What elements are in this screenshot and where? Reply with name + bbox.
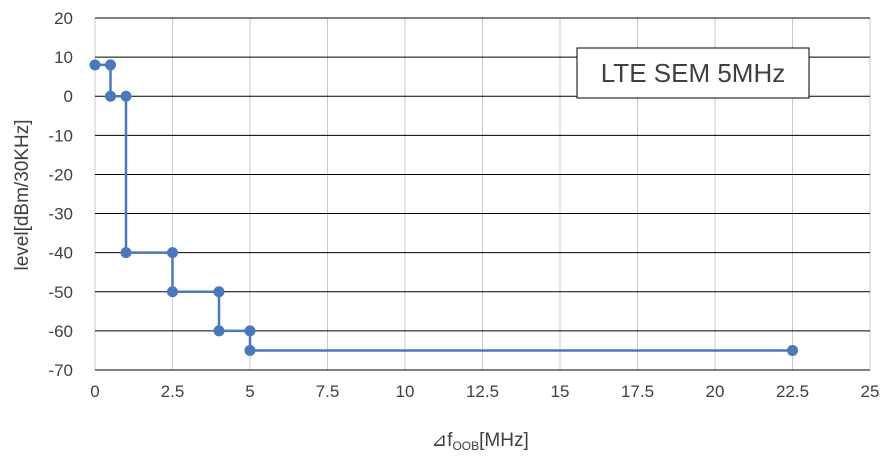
data-point xyxy=(244,325,256,337)
y-tick-label: -40 xyxy=(48,244,73,263)
y-tick-label: 10 xyxy=(54,48,73,67)
x-tick-label: 10 xyxy=(396,382,415,401)
data-point xyxy=(105,90,116,102)
tick-labels: 0 2.5 5 7.5 10 12.5 15 17.5 20 22.5 25 20 10 0 -10 -20 -… xyxy=(48,9,879,401)
y-tick-label: -70 xyxy=(48,361,73,380)
series-layer xyxy=(89,59,798,356)
data-point xyxy=(167,247,178,259)
y-axis-label: level[dBm/30KHz] xyxy=(12,119,33,270)
y-tick-label: -20 xyxy=(48,165,73,184)
data-point xyxy=(120,247,132,259)
y-tick-label: -50 xyxy=(48,283,73,302)
data-point xyxy=(89,59,101,71)
x-tick-label: 25 xyxy=(861,382,880,401)
legend: LTE SEM 5MHz xyxy=(576,47,810,99)
legend-frame xyxy=(576,47,810,99)
x-tick-label: 15 xyxy=(551,382,570,401)
data-point xyxy=(787,344,798,356)
data-point xyxy=(213,286,225,298)
data-point xyxy=(120,90,132,102)
y-tick-label: 20 xyxy=(54,9,73,28)
x-tick-label: 12.5 xyxy=(466,382,499,401)
x-tick-label: 22.5 xyxy=(776,382,809,401)
y-tick-label: -60 xyxy=(48,322,73,341)
x-axis-label-main: ⊿f xyxy=(431,430,453,451)
y-tick-label: 0 xyxy=(64,87,73,106)
x-axis-label-subscript: OOB xyxy=(452,439,479,453)
x-tick-label: 2.5 xyxy=(161,382,185,401)
chart-title: LTE SEM 5MHz xyxy=(601,58,785,88)
x-tick-label: 5 xyxy=(245,382,254,401)
y-tick-label: -30 xyxy=(48,205,73,224)
x-tick-label: 20 xyxy=(706,382,725,401)
x-tick-label: 0 xyxy=(90,382,99,401)
data-point xyxy=(213,325,225,337)
x-axis-label-unit: [MHz] xyxy=(479,430,529,451)
data-point xyxy=(105,59,116,71)
x-axis-label: ⊿fOOB[MHz] xyxy=(431,430,528,453)
y-tick-label: -10 xyxy=(48,126,73,145)
x-tick-label: 7.5 xyxy=(316,382,340,401)
data-point xyxy=(244,344,256,356)
data-point xyxy=(167,286,178,298)
x-tick-label: 17.5 xyxy=(621,382,654,401)
series-line xyxy=(95,63,793,352)
